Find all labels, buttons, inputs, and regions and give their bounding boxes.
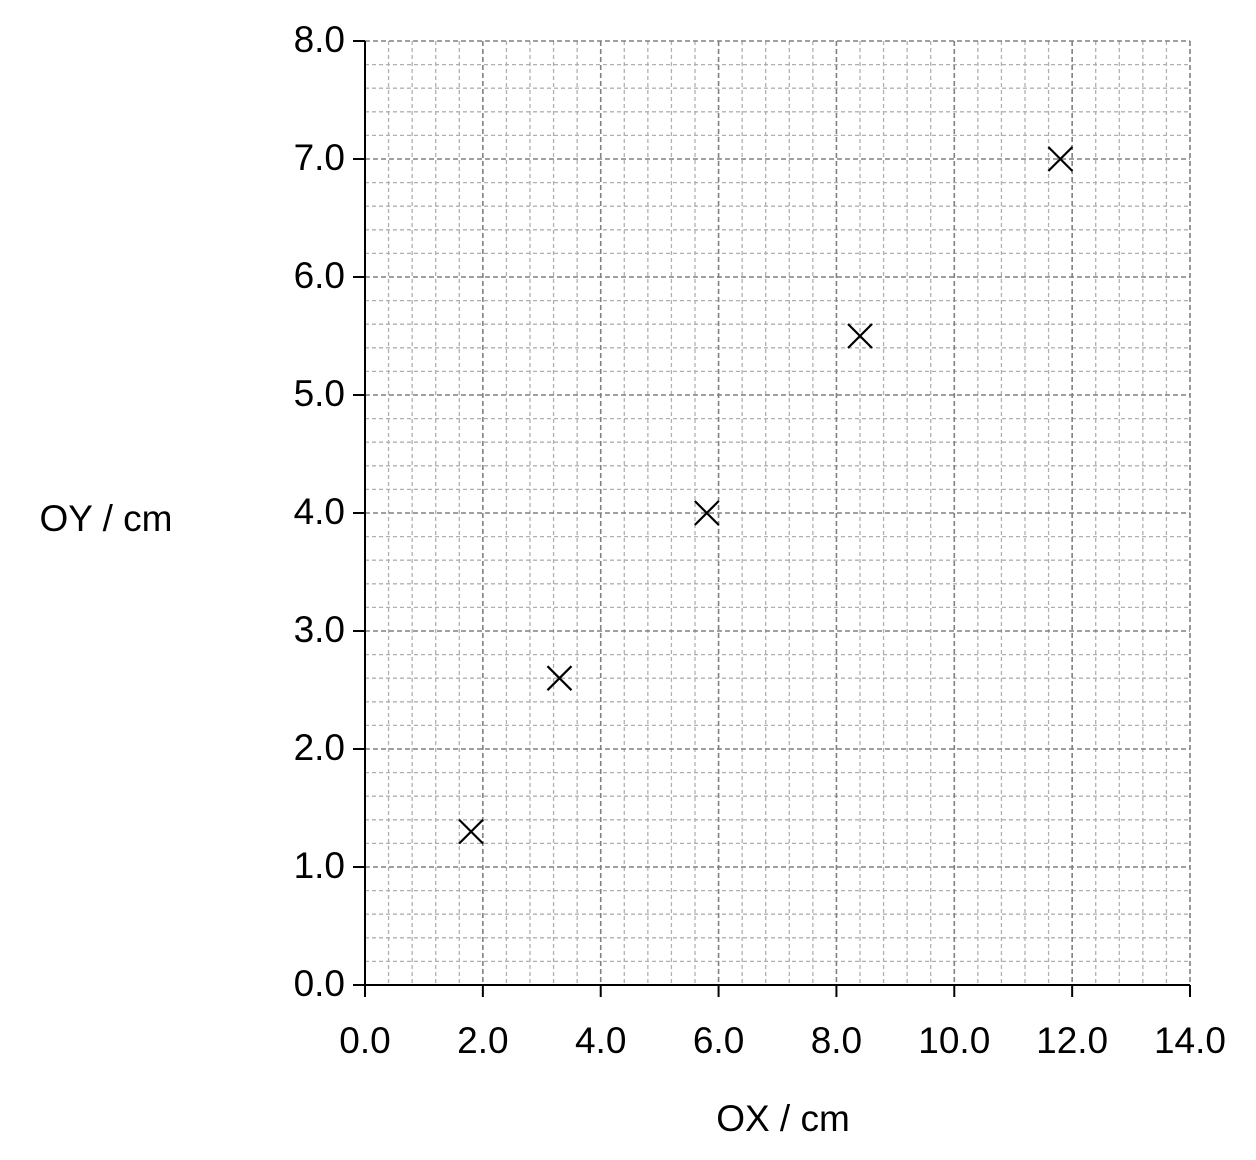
point: [694, 500, 720, 526]
x-tick-label: 6.0: [693, 1020, 744, 1061]
y-tick-label: 0.0: [294, 963, 345, 1004]
x-tick-label: 14.0: [1154, 1020, 1226, 1061]
y-axis-label: OY / cm: [40, 498, 173, 539]
x-tick-label: 8.0: [811, 1020, 862, 1061]
x-tick-label: 12.0: [1036, 1020, 1108, 1061]
point: [847, 323, 873, 349]
y-tick-label: 8.0: [294, 19, 345, 60]
x-axis-label: OX / cm: [716, 1098, 850, 1139]
y-tick-label: 1.0: [294, 845, 345, 886]
x-tick-label: 0.0: [339, 1020, 390, 1061]
point: [546, 665, 573, 691]
y-tick-label: 6.0: [294, 255, 345, 296]
x-tick-label: 2.0: [457, 1020, 508, 1061]
y-tick-label: 2.0: [294, 727, 345, 768]
y-tick-label: 7.0: [294, 137, 345, 178]
x-tick-label: 10.0: [918, 1020, 990, 1061]
y-tick-label: 5.0: [294, 373, 345, 414]
point: [1047, 146, 1074, 172]
y-tick-label: 3.0: [294, 609, 345, 650]
x-tick-label: 4.0: [575, 1020, 626, 1061]
point: [458, 818, 484, 845]
y-tick-label: 4.0: [294, 491, 345, 532]
